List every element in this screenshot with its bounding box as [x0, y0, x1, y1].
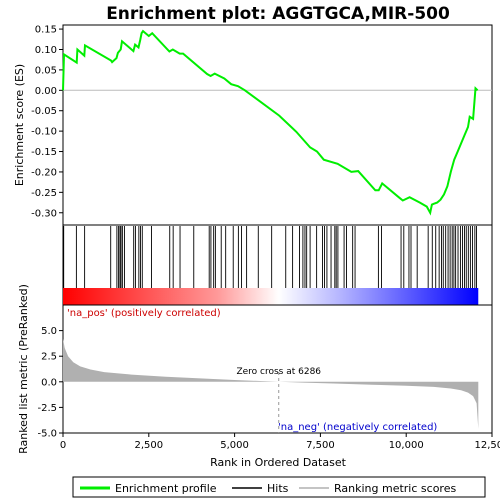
ranked-metric-y-tick-label: -2.5 [37, 403, 57, 414]
enrichment-y-tick-label: -0.10 [31, 127, 57, 138]
ranked-metric-y-axis-label: Ranked list metric (PreRanked) [17, 284, 30, 454]
enrichment-y-axis-label: Enrichment score (ES) [13, 64, 26, 186]
enrichment-y-tick-label: 0.00 [35, 86, 57, 97]
legend-hits-label: Hits [267, 482, 289, 495]
enrichment-y-tick-label: -0.20 [31, 167, 57, 178]
enrichment-y-tick-label: 0.10 [35, 45, 57, 56]
negative-correlation-label: 'na_neg' (negatively correlated) [278, 422, 437, 433]
enrichment-profile-line [62, 29, 479, 216]
hit-marks [63, 226, 478, 288]
ranked-metric-y-tick-label: -5.0 [37, 429, 57, 440]
ranked-metric-y-axis: -5.0 -2.5 0.0 2.5 5.0 [37, 326, 63, 440]
enrichment-y-tick-label: 0.05 [35, 65, 57, 76]
legend-enrichment-label: Enrichment profile [115, 482, 217, 495]
x-tick-label: 10,000 [389, 440, 424, 451]
enrichment-y-tick-label: -0.05 [31, 106, 57, 117]
x-tick-label: 12,500 [475, 440, 500, 451]
enrichment-y-axis: -0.30 -0.25 -0.20 -0.15 -0.10 -0.05 0.00 0.05 0.… [31, 25, 63, 219]
x-axis: 0 2,500 5,000 7,500 10,000 12,500 [60, 433, 500, 451]
x-tick-label: 5,000 [220, 440, 249, 451]
rank-color-bar [63, 288, 479, 305]
ranked-metric-area [63, 338, 479, 429]
ranked-metric-y-tick-label: 5.0 [41, 326, 57, 337]
legend-ranking-label: Ranking metric scores [334, 482, 456, 495]
enrichment-y-tick-label: 0.15 [35, 25, 57, 36]
enrichment-panel-frame [62, 24, 493, 226]
positive-correlation-label: 'na_pos' (positively correlated) [67, 308, 221, 319]
x-tick-label: 2,500 [134, 440, 163, 451]
ranked-metric-y-tick-label: 0.0 [41, 377, 57, 388]
chart-title: Enrichment plot: AGGTGCA,MIR-500 [106, 4, 450, 24]
enrichment-y-tick-label: -0.30 [31, 208, 57, 219]
x-axis-label: Rank in Ordered Dataset [210, 456, 347, 469]
legend-box [72, 476, 486, 498]
ranked-metric-panel-frame [62, 304, 493, 434]
zero-cross-label: Zero cross at 6286 [236, 367, 321, 377]
x-tick-label: 0 [60, 440, 66, 451]
ranked-metric-y-tick-label: 2.5 [41, 352, 57, 363]
enrichment-y-tick-label: -0.15 [31, 147, 57, 158]
enrichment-y-tick-label: -0.25 [31, 188, 57, 199]
x-tick-label: 7,500 [306, 440, 335, 451]
